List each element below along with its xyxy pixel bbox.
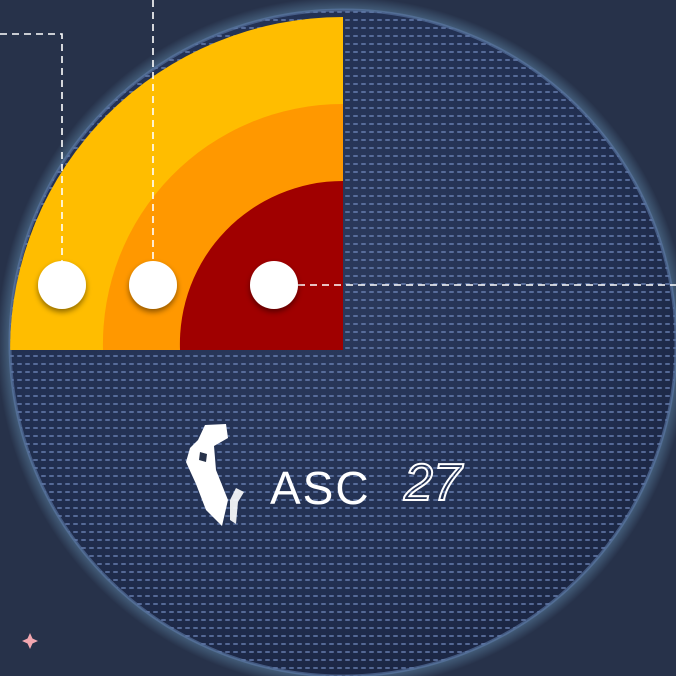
sphere-rim xyxy=(8,8,676,676)
sparkle-icon xyxy=(22,633,38,649)
logo-text-main: ASC xyxy=(270,462,371,514)
marker-middle[interactable] xyxy=(129,261,177,309)
marker-outer[interactable] xyxy=(38,261,86,309)
marker-inner[interactable] xyxy=(250,261,298,309)
knight-chess-icon xyxy=(186,424,244,526)
layer-markers xyxy=(38,261,298,309)
leader-line-outer xyxy=(0,33,63,285)
logo-text-number: 27 xyxy=(403,454,464,512)
asc27-logo: ASC 27 xyxy=(186,424,465,526)
leader-lines xyxy=(0,0,676,286)
